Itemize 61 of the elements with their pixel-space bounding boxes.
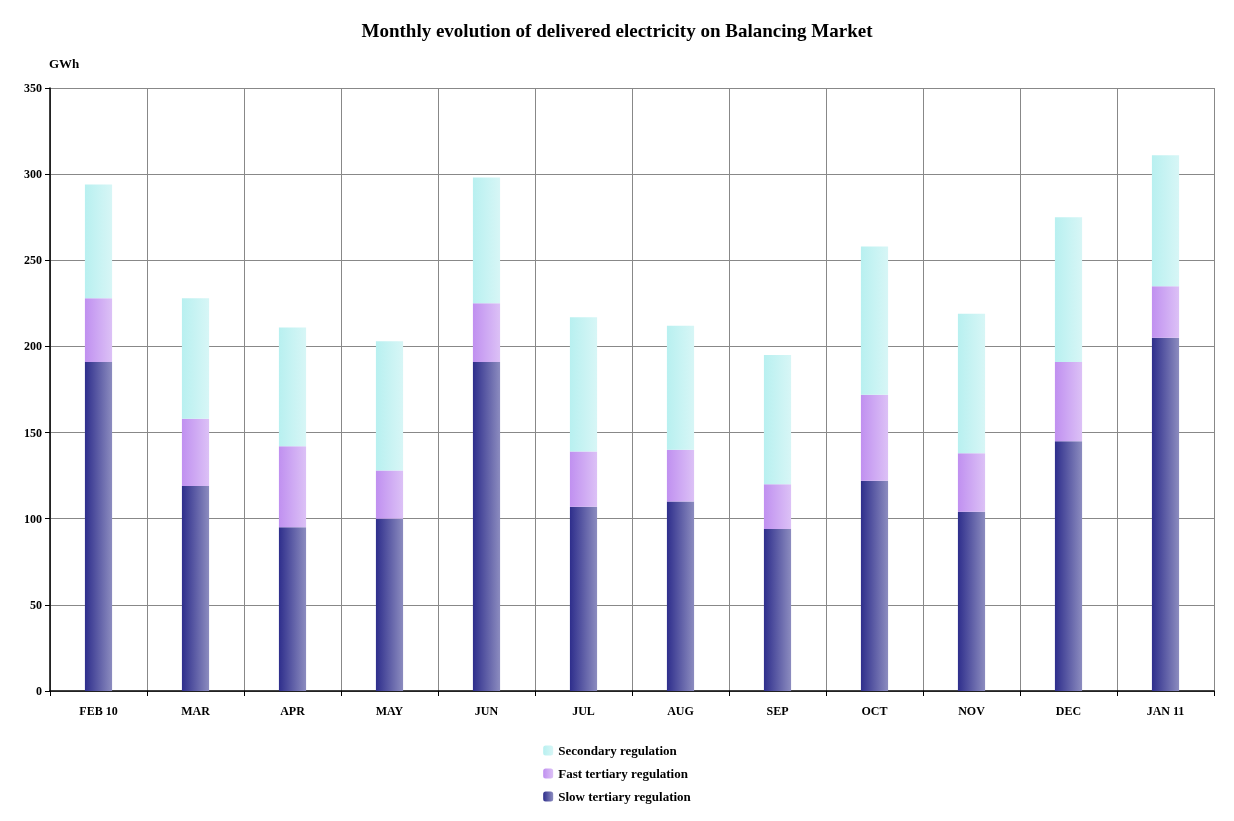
x-tick-label: MAR	[181, 704, 211, 718]
bar	[569, 317, 598, 452]
bar	[1054, 441, 1083, 691]
x-tick-label: JUL	[572, 704, 595, 718]
chart-title: Monthly evolution of delivered electricity on Balancing Market	[361, 20, 874, 41]
legend-label: Fast tertiary regulation	[558, 766, 689, 781]
bar	[957, 313, 986, 454]
x-tick-label: OCT	[861, 704, 888, 718]
bar	[1054, 361, 1083, 442]
bar	[860, 246, 889, 395]
bar	[1151, 337, 1180, 691]
bar	[84, 298, 113, 362]
bar	[569, 506, 598, 691]
bar	[860, 394, 889, 481]
x-tick-label: DEC	[1055, 704, 1082, 718]
y-axis-title: GWh	[49, 56, 81, 71]
x-tick-label: SEP	[766, 704, 789, 718]
bar	[278, 527, 307, 691]
y-tick-label: 0	[36, 684, 42, 698]
bar	[278, 446, 307, 528]
x-tick-label: NOV	[958, 704, 986, 718]
x-tick-label: MAY	[375, 704, 404, 718]
bar	[666, 325, 695, 450]
bar	[1151, 155, 1180, 287]
x-tick-label: APR	[280, 704, 306, 718]
y-tick-label: 200	[24, 339, 42, 354]
bar	[375, 470, 404, 519]
legend-label: Slow tertiary regulation	[558, 789, 692, 804]
bar	[472, 177, 501, 304]
bar	[860, 480, 889, 691]
bar	[763, 529, 792, 691]
bar	[957, 511, 986, 691]
bar	[84, 361, 113, 691]
bar	[1054, 217, 1083, 362]
x-tick-label: JUN	[474, 704, 499, 718]
bar	[1151, 286, 1180, 338]
bar	[375, 341, 404, 471]
bar	[472, 361, 501, 691]
bar	[666, 501, 695, 691]
y-tick-label: 300	[24, 167, 42, 182]
bar	[181, 298, 210, 419]
y-tick-label: 100	[24, 511, 42, 526]
bar	[569, 451, 598, 507]
bar	[278, 327, 307, 447]
y-tick-label: 150	[24, 425, 42, 440]
bar	[763, 355, 792, 485]
bar	[84, 184, 113, 299]
x-tick-label: AUG	[667, 704, 694, 718]
bar	[472, 303, 501, 362]
legend-label: Secondary regulation	[558, 743, 678, 758]
x-tick-label: JAN 11	[1146, 704, 1185, 718]
y-tick-label: 250	[24, 253, 42, 268]
bar	[181, 485, 210, 691]
y-tick-label: 50	[30, 597, 42, 612]
bar	[957, 453, 986, 512]
x-tick-label: FEB 10	[79, 704, 118, 718]
bar	[375, 518, 404, 691]
bar	[666, 449, 695, 502]
y-tick-label: 350	[24, 81, 42, 95]
bar	[763, 484, 792, 530]
bar	[181, 418, 210, 486]
